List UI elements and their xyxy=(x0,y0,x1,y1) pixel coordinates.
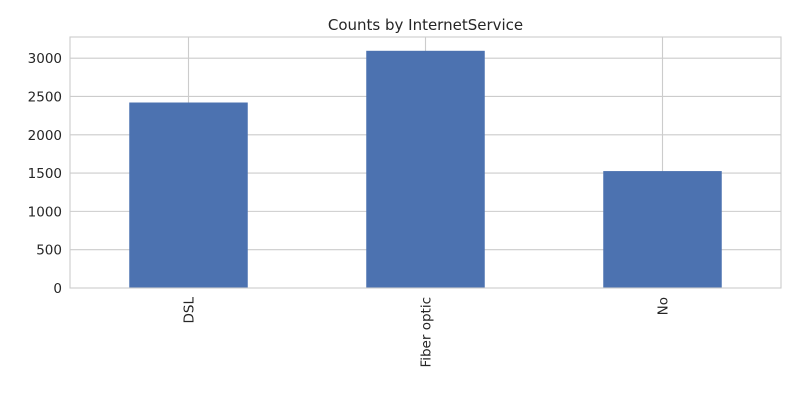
chart-title: Counts by InternetService xyxy=(328,16,523,34)
y-tick-label: 1000 xyxy=(28,204,62,220)
y-tick-label: 0 xyxy=(53,281,62,297)
y-tick-label: 2000 xyxy=(28,128,62,144)
y-tick-label: 3000 xyxy=(28,51,62,67)
bars xyxy=(129,50,722,288)
plot-frame xyxy=(69,36,782,289)
x-tick-label: DSL xyxy=(182,297,198,324)
y-tick-labels: 0 500 1000 1500 2000 2500 3000 xyxy=(28,51,62,297)
x-tick-label: Fiber optic xyxy=(419,297,435,368)
bar-no xyxy=(603,171,722,288)
y-tick-label: 1500 xyxy=(28,166,62,182)
x-tick-label: No xyxy=(656,297,672,315)
y-tick-label: 500 xyxy=(36,243,62,259)
bar-fiber-optic xyxy=(366,50,485,288)
y-tick-label: 2500 xyxy=(28,89,62,105)
bar-dsl xyxy=(129,102,248,288)
x-tick-labels: DSL Fiber optic No xyxy=(182,297,672,368)
